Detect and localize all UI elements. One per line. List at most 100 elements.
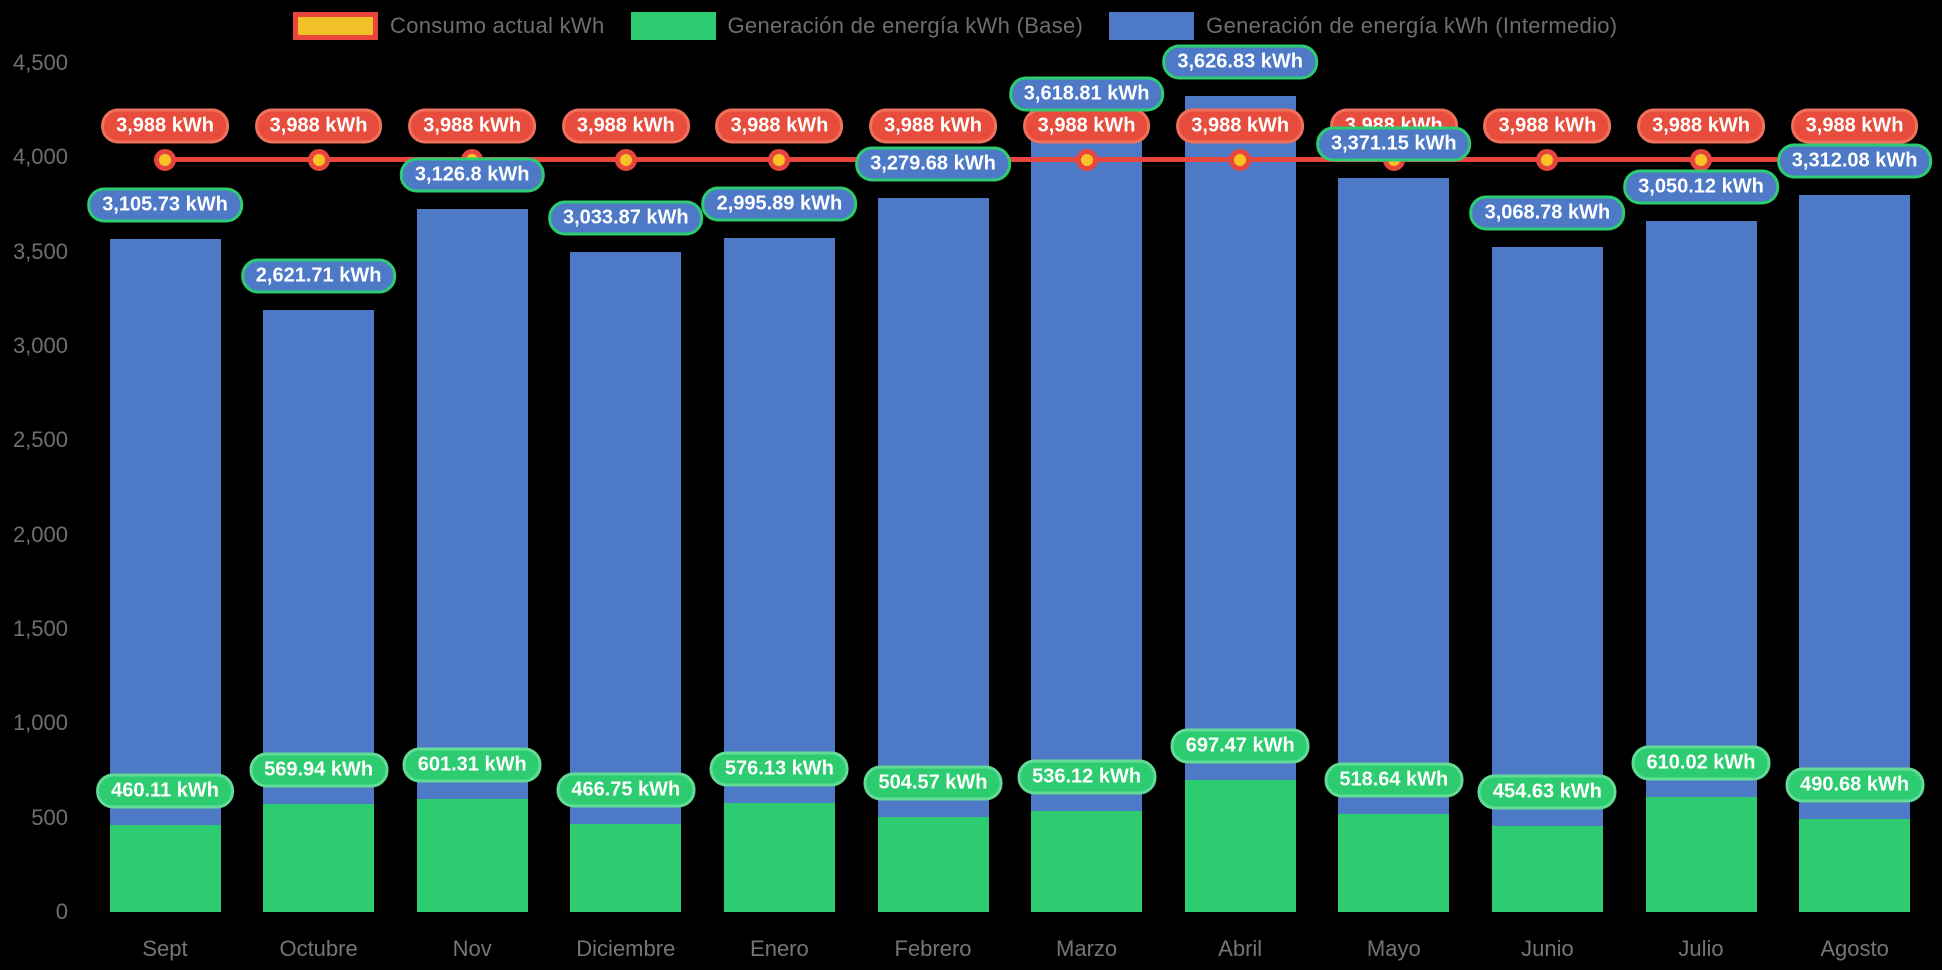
bar-generacion-de-energia-kwh-base--agosto[interactable]: [1799, 819, 1911, 912]
label-consumo-actual-kwh-octubre: 3,988 kWh: [254, 108, 383, 144]
bar-generacion-de-energia-kwh-intermedio--diciembre[interactable]: [570, 251, 682, 824]
legend-label-generacion-de-energia-kwh-base-: Generación de energía kWh (Base): [727, 13, 1084, 38]
bar-generacion-de-energia-kwh-intermedio--abril[interactable]: [1184, 96, 1296, 781]
x-axis-tick-diciembre: Diciembre: [576, 936, 676, 961]
y-axis-tick-1,000: 1,000: [12, 710, 68, 736]
bar-generacion-de-energia-kwh-intermedio--marzo[interactable]: [1031, 128, 1143, 811]
label-generacion-de-energia-kwh-intermedio--diciembre: 3,033.87 kWh: [547, 200, 704, 236]
bar-generacion-de-energia-kwh-intermedio--febrero[interactable]: [877, 198, 989, 817]
y-axis-tick-4,000: 4,000: [12, 144, 68, 170]
bar-generacion-de-energia-kwh-base--diciembre[interactable]: [570, 823, 682, 912]
label-consumo-actual-kwh-nov: 3,988 kWh: [408, 108, 537, 144]
label-generacion-de-energia-kwh-intermedio--sept: 3,105.73 kWh: [87, 187, 243, 223]
label-generacion-de-energia-kwh-base--junio: 454.63 kWh: [1477, 774, 1617, 810]
line-marker-enero[interactable]: [768, 148, 791, 171]
bar-generacion-de-energia-kwh-intermedio--octubre[interactable]: [263, 309, 375, 805]
x-axis-tick-junio: Junio: [1521, 936, 1574, 961]
label-generacion-de-energia-kwh-base--agosto: 490.68 kWh: [1785, 767, 1925, 803]
x-axis-tick-febrero: Febrero: [894, 936, 972, 961]
label-generacion-de-energia-kwh-base--febrero: 504.57 kWh: [863, 765, 1003, 801]
label-generacion-de-energia-kwh-intermedio--agosto: 3,312.08 kWh: [1776, 143, 1933, 179]
label-generacion-de-energia-kwh-base--abril: 697.47 kWh: [1170, 728, 1310, 764]
label-generacion-de-energia-kwh-intermedio--marzo: 3,618.81 kWh: [1008, 76, 1165, 112]
label-generacion-de-energia-kwh-intermedio--abril: 3,626.83 kWh: [1162, 44, 1318, 80]
legend: Consumo actual kWh Generación de energía …: [293, 12, 1617, 40]
x-axis-tick-marzo: Marzo: [1056, 936, 1118, 961]
y-axis-tick-2,500: 2,500: [12, 427, 68, 453]
bar-generacion-de-energia-kwh-base--febrero[interactable]: [877, 816, 989, 912]
bar-generacion-de-energia-kwh-intermedio--sept[interactable]: [109, 239, 221, 826]
label-generacion-de-energia-kwh-base--diciembre: 466.75 kWh: [556, 772, 696, 808]
bar-generacion-de-energia-kwh-base--marzo[interactable]: [1031, 810, 1143, 912]
label-consumo-actual-kwh-enero: 3,988 kWh: [715, 108, 844, 144]
x-axis-tick-abril: Abril: [1218, 936, 1263, 961]
bar-generacion-de-energia-kwh-intermedio--enero[interactable]: [723, 238, 835, 804]
label-generacion-de-energia-kwh-base--nov: 601.31 kWh: [402, 747, 542, 783]
y-axis-tick-500: 500: [31, 804, 68, 830]
label-generacion-de-energia-kwh-intermedio--nov: 3,126.8 kWh: [399, 157, 545, 193]
label-generacion-de-energia-kwh-intermedio--julio: 3,050.12 kWh: [1623, 169, 1779, 205]
y-axis-tick-3,000: 3,000: [12, 333, 68, 358]
bar-generacion-de-energia-kwh-intermedio--agosto[interactable]: [1799, 194, 1911, 820]
label-generacion-de-energia-kwh-intermedio--febrero: 3,279.68 kWh: [855, 146, 1011, 182]
label-generacion-de-energia-kwh-base--julio: 610.02 kWh: [1631, 745, 1771, 781]
x-axis-tick-octubre: Octubre: [279, 936, 358, 961]
legend-swatch-generacion-de-energia-kwh-intermedio--icon: [1109, 12, 1195, 40]
label-generacion-de-energia-kwh-intermedio--octubre: 2,621.71 kWh: [240, 258, 397, 294]
bar-generacion-de-energia-kwh-base--junio[interactable]: [1491, 826, 1603, 912]
label-generacion-de-energia-kwh-base--enero: 576.13 kWh: [709, 751, 849, 787]
bar-generacion-de-energia-kwh-base--enero[interactable]: [723, 803, 835, 912]
label-generacion-de-energia-kwh-base--marzo: 536.12 kWh: [1017, 759, 1157, 795]
bar-generacion-de-energia-kwh-intermedio--mayo[interactable]: [1338, 178, 1450, 815]
line-marker-octubre[interactable]: [307, 148, 330, 171]
bar-generacion-de-energia-kwh-base--mayo[interactable]: [1338, 814, 1450, 912]
line-marker-julio[interactable]: [1690, 148, 1712, 171]
legend-item-generacion-de-energia-kwh-intermedio-[interactable]: Generación de energía kWh (Intermedio): [1109, 12, 1617, 40]
bar-generacion-de-energia-kwh-intermedio--julio[interactable]: [1645, 221, 1757, 797]
label-generacion-de-energia-kwh-base--octubre: 569.94 kWh: [249, 752, 389, 788]
line-marker-junio[interactable]: [1536, 148, 1559, 171]
bar-generacion-de-energia-kwh-intermedio--junio[interactable]: [1491, 247, 1603, 827]
bar-generacion-de-energia-kwh-intermedio--nov[interactable]: [416, 208, 528, 799]
legend-label-consumo-actual-kwh: Consumo actual kWh: [390, 13, 605, 38]
label-consumo-actual-kwh-febrero: 3,988 kWh: [869, 108, 997, 144]
label-generacion-de-energia-kwh-intermedio--junio: 3,068.78 kWh: [1469, 195, 1626, 231]
bar-generacion-de-energia-kwh-base--octubre[interactable]: [263, 804, 375, 912]
y-axis-tick-3,500: 3,500: [12, 238, 68, 264]
x-axis-tick-sept: Sept: [142, 936, 188, 961]
legend-item-generacion-de-energia-kwh-base-[interactable]: Generación de energía kWh (Base): [630, 12, 1084, 40]
x-axis-tick-enero: Enero: [750, 936, 809, 961]
label-consumo-actual-kwh-agosto: 3,988 kWh: [1790, 108, 1919, 144]
bar-generacion-de-energia-kwh-base--nov[interactable]: [416, 798, 528, 912]
legend-item-consumo-actual-kwh[interactable]: Consumo actual kWh: [293, 12, 605, 40]
label-consumo-actual-kwh-junio: 3,988 kWh: [1483, 108, 1612, 144]
legend-swatch-consumo-actual-kwh-icon: [293, 12, 378, 40]
x-axis-tick-mayo: Mayo: [1366, 936, 1421, 961]
line-marker-marzo[interactable]: [1075, 148, 1098, 171]
label-consumo-actual-kwh-julio: 3,988 kWh: [1637, 108, 1765, 144]
line-marker-sept[interactable]: [154, 148, 176, 171]
bar-generacion-de-energia-kwh-base--sept[interactable]: [109, 825, 221, 912]
label-consumo-actual-kwh-abril: 3,988 kWh: [1176, 108, 1305, 144]
y-axis-tick-0: 0: [55, 899, 68, 924]
y-axis-tick-2,000: 2,000: [12, 521, 68, 547]
bar-generacion-de-energia-kwh-base--abril[interactable]: [1184, 780, 1296, 912]
label-generacion-de-energia-kwh-intermedio--enero: 2,995.89 kWh: [701, 186, 858, 222]
label-consumo-actual-kwh-diciembre: 3,988 kWh: [561, 108, 690, 144]
y-axis-tick-4,500: 4,500: [12, 50, 68, 75]
y-axis-tick-1,500: 1,500: [12, 616, 68, 641]
label-generacion-de-energia-kwh-base--mayo: 518.64 kWh: [1324, 762, 1464, 798]
x-axis-tick-julio: Julio: [1678, 936, 1724, 961]
label-generacion-de-energia-kwh-base--sept: 460.11 kWh: [96, 773, 234, 809]
label-consumo-actual-kwh-marzo: 3,988 kWh: [1022, 108, 1151, 144]
legend-swatch-generacion-de-energia-kwh-base--icon: [630, 12, 716, 40]
label-generacion-de-energia-kwh-intermedio--mayo: 3,371.15 kWh: [1315, 126, 1472, 162]
label-consumo-actual-kwh-sept: 3,988 kWh: [101, 108, 229, 144]
bar-generacion-de-energia-kwh-base--julio[interactable]: [1645, 796, 1757, 912]
legend-label-generacion-de-energia-kwh-intermedio-: Generación de energía kWh (Intermedio): [1206, 13, 1618, 38]
x-axis-tick-agosto: Agosto: [1820, 936, 1889, 961]
line-marker-abril[interactable]: [1229, 148, 1252, 171]
line-marker-diciembre[interactable]: [614, 148, 637, 171]
